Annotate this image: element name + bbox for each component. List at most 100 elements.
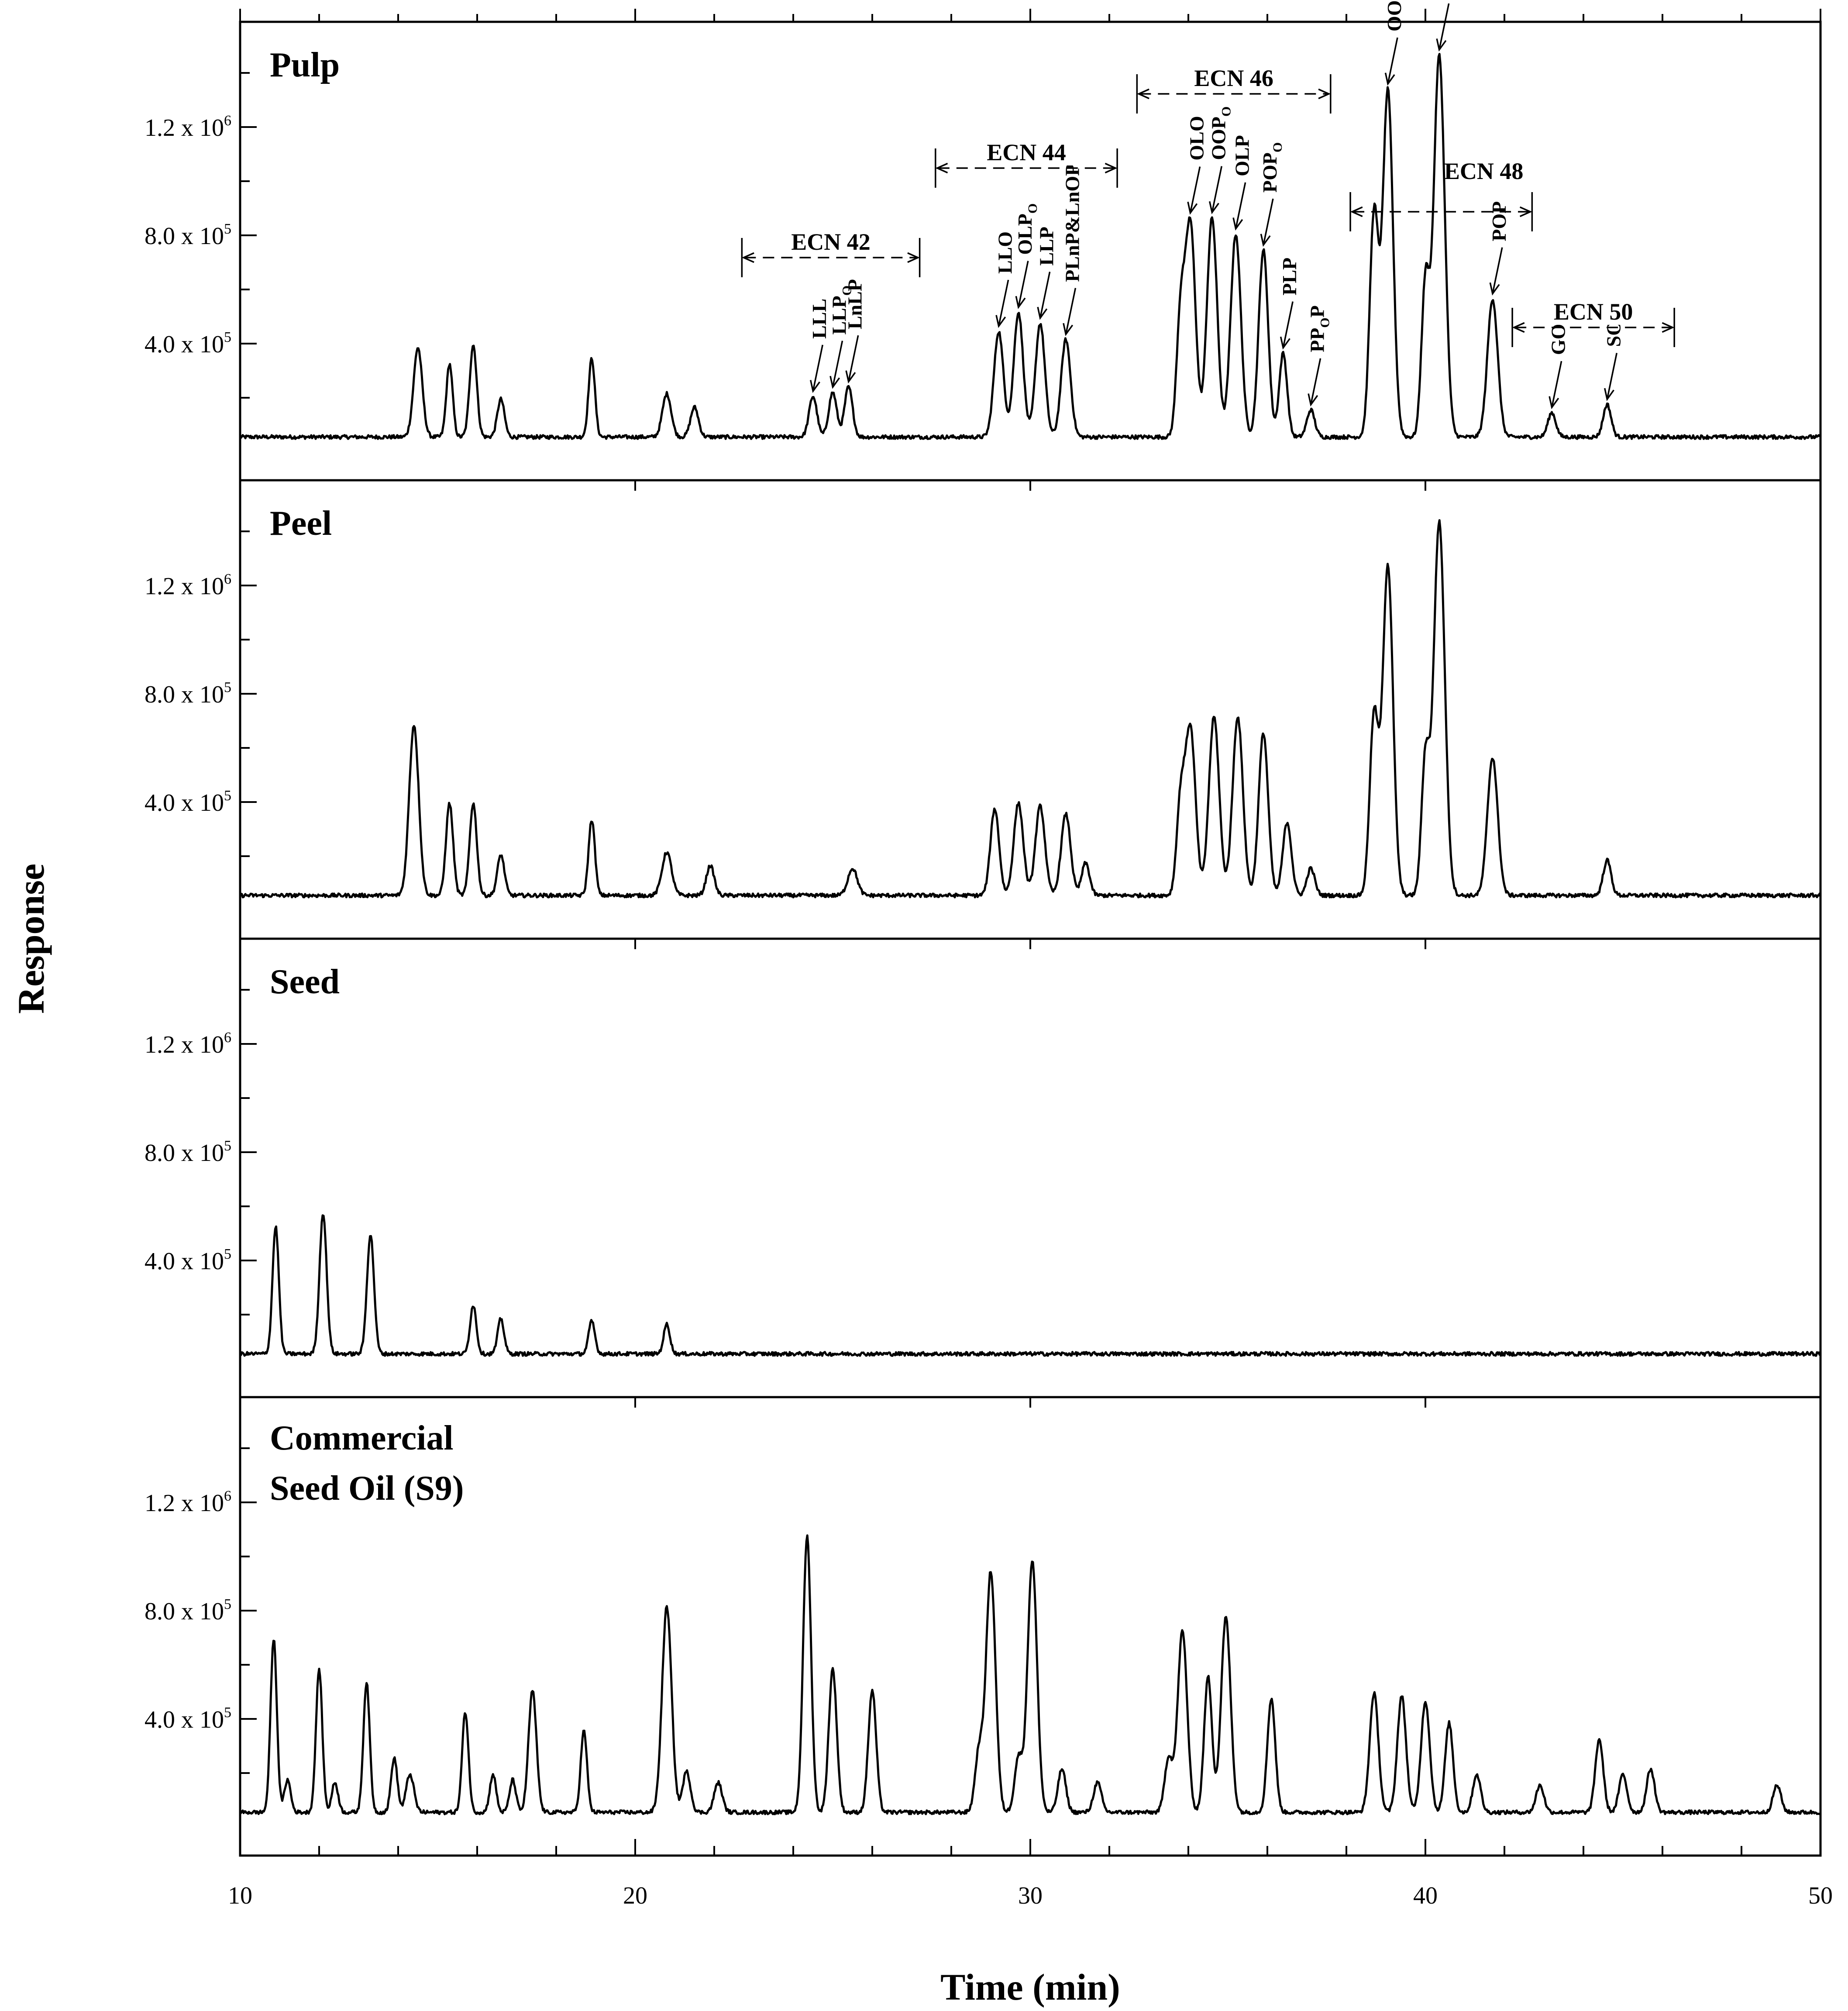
- peak-label: LLPO: [828, 286, 854, 335]
- peak-arrowhead: [1384, 72, 1395, 86]
- peak-label: OOPO: [1207, 107, 1233, 160]
- ecn-label-bg: [960, 138, 1092, 165]
- y-axis-title: Response: [10, 864, 52, 1014]
- x-tick-label: 40: [1413, 1882, 1438, 1909]
- ecn-arrowhead: [907, 252, 920, 263]
- peak-arrowhead: [1232, 217, 1243, 231]
- y-tick-label: 8.0 x 105: [145, 1138, 231, 1167]
- peak-arrow: [832, 341, 843, 387]
- peak-arrow: [1263, 198, 1274, 245]
- peak-label: PPOP: [1306, 305, 1332, 352]
- peak-arrowhead: [829, 375, 840, 389]
- y-tick-label: 8.0 x 105: [145, 679, 231, 708]
- peak-arrow: [1065, 288, 1077, 335]
- peak-arrow: [1492, 247, 1503, 294]
- chromatogram-traces: [239, 53, 1822, 1815]
- x-tick-label: 20: [623, 1882, 647, 1909]
- peak-label: OLPO: [1014, 203, 1040, 255]
- peak-label: OOO: [1383, 0, 1405, 31]
- x-tick-label: 50: [1808, 1882, 1833, 1909]
- x-axis-title: Time (min): [940, 1966, 1120, 2008]
- peak-arrowhead: [1280, 336, 1291, 350]
- ecn-label: ECN 46: [1194, 65, 1273, 91]
- ecn-arrowhead: [1105, 162, 1118, 174]
- ecn-arrowhead: [1137, 88, 1149, 100]
- peak-arrow: [1211, 166, 1223, 213]
- peak-arrow: [1606, 353, 1618, 399]
- ecn-label: ECN 50: [1554, 299, 1633, 325]
- peak-arrow: [1018, 261, 1029, 308]
- ecn-label-bg: [1168, 64, 1300, 91]
- peak-arrowhead: [1208, 201, 1219, 214]
- axis-labels: 4.0 x 105 8.0 x 105 1.2 x 106 Pulp 4.0 x 105…: [10, 46, 1833, 2008]
- ecn-label: ECN 48: [1444, 158, 1524, 184]
- ecn-arrowhead: [1350, 206, 1363, 217]
- x-tick-label: 30: [1018, 1882, 1043, 1909]
- panel-frame: [239, 1396, 1822, 1857]
- ecn-arrowhead: [1662, 322, 1675, 333]
- peak-arrow: [812, 344, 823, 392]
- peak-label: LLL: [808, 299, 830, 339]
- peak-arrowhead: [1260, 234, 1271, 247]
- peak-arrow: [847, 335, 859, 382]
- x-tick-label: 10: [228, 1882, 252, 1909]
- peak-label: LnLP: [844, 279, 866, 329]
- peak-arrow: [1235, 182, 1246, 229]
- peak-arrowhead: [1063, 323, 1074, 336]
- panel-title: Seed: [270, 963, 340, 1001]
- chromatogram-trace: [239, 53, 1821, 440]
- peak-arrow: [1189, 166, 1201, 213]
- ecn-label: ECN 44: [987, 139, 1066, 165]
- peak-label: OLO: [1186, 116, 1208, 160]
- peak-arrow: [1387, 37, 1398, 84]
- peak-arrowhead: [845, 370, 856, 384]
- panel-title: Peel: [270, 504, 332, 543]
- peak-arrowhead: [1549, 396, 1559, 410]
- y-tick-label: 4.0 x 105: [145, 1246, 231, 1275]
- ecn-arrowhead: [741, 252, 754, 263]
- peak-arrowhead: [1604, 388, 1614, 401]
- peak-arrow: [1438, 3, 1450, 50]
- y-tick-label: 8.0 x 105: [145, 221, 231, 250]
- peak-arrowhead: [995, 315, 1006, 328]
- peak-arrow: [1039, 272, 1051, 318]
- peak-arrowhead: [1037, 306, 1048, 320]
- peak-arrow: [998, 279, 1009, 327]
- peak-label: POP: [1488, 201, 1510, 241]
- peak-label: PLP: [1278, 258, 1301, 296]
- chromatogram-trace: [239, 1534, 1821, 1815]
- peak-arrowhead: [809, 380, 820, 393]
- y-tick-label: 1.2 x 106: [145, 1488, 231, 1517]
- axis-ticks: [239, 9, 1821, 1856]
- y-tick-label: 1.2 x 106: [145, 1030, 231, 1058]
- peak-arrow: [1282, 301, 1294, 348]
- ecn-label: ECN 42: [791, 229, 871, 255]
- ecn-arrowhead: [1512, 322, 1525, 333]
- panel-title: Seed Oil (S9): [270, 1469, 464, 1508]
- panel-title: Pulp: [270, 46, 340, 84]
- ecn-label-bg: [1528, 298, 1659, 325]
- y-tick-label: 8.0 x 105: [145, 1596, 231, 1625]
- peak-arrowhead: [1187, 201, 1198, 215]
- ecn-label-bg: [765, 228, 896, 255]
- y-tick-label: 4.0 x 105: [145, 329, 231, 358]
- peak-label: LLO: [994, 231, 1016, 274]
- peak-label: POPO: [1259, 142, 1285, 193]
- peak-label: PLnP&LnOP: [1061, 164, 1083, 282]
- peak-label: LLP: [1036, 227, 1058, 265]
- peak-arrowhead: [1436, 38, 1447, 52]
- chromatogram-trace: [239, 519, 1822, 899]
- ecn-arrowhead: [1318, 88, 1331, 100]
- ecn-arrowhead: [1519, 206, 1532, 217]
- y-tick-label: 4.0 x 105: [145, 788, 231, 816]
- peak-label: OLP: [1231, 135, 1253, 176]
- y-tick-label: 1.2 x 106: [145, 571, 231, 600]
- y-tick-label: 1.2 x 106: [145, 113, 231, 141]
- panel-frame: [239, 479, 1822, 940]
- peak-arrow: [1310, 358, 1321, 405]
- chromatogram-trace: [239, 1214, 1822, 1357]
- peak-arrowhead: [1308, 393, 1318, 407]
- peak-arrowhead: [1489, 282, 1500, 296]
